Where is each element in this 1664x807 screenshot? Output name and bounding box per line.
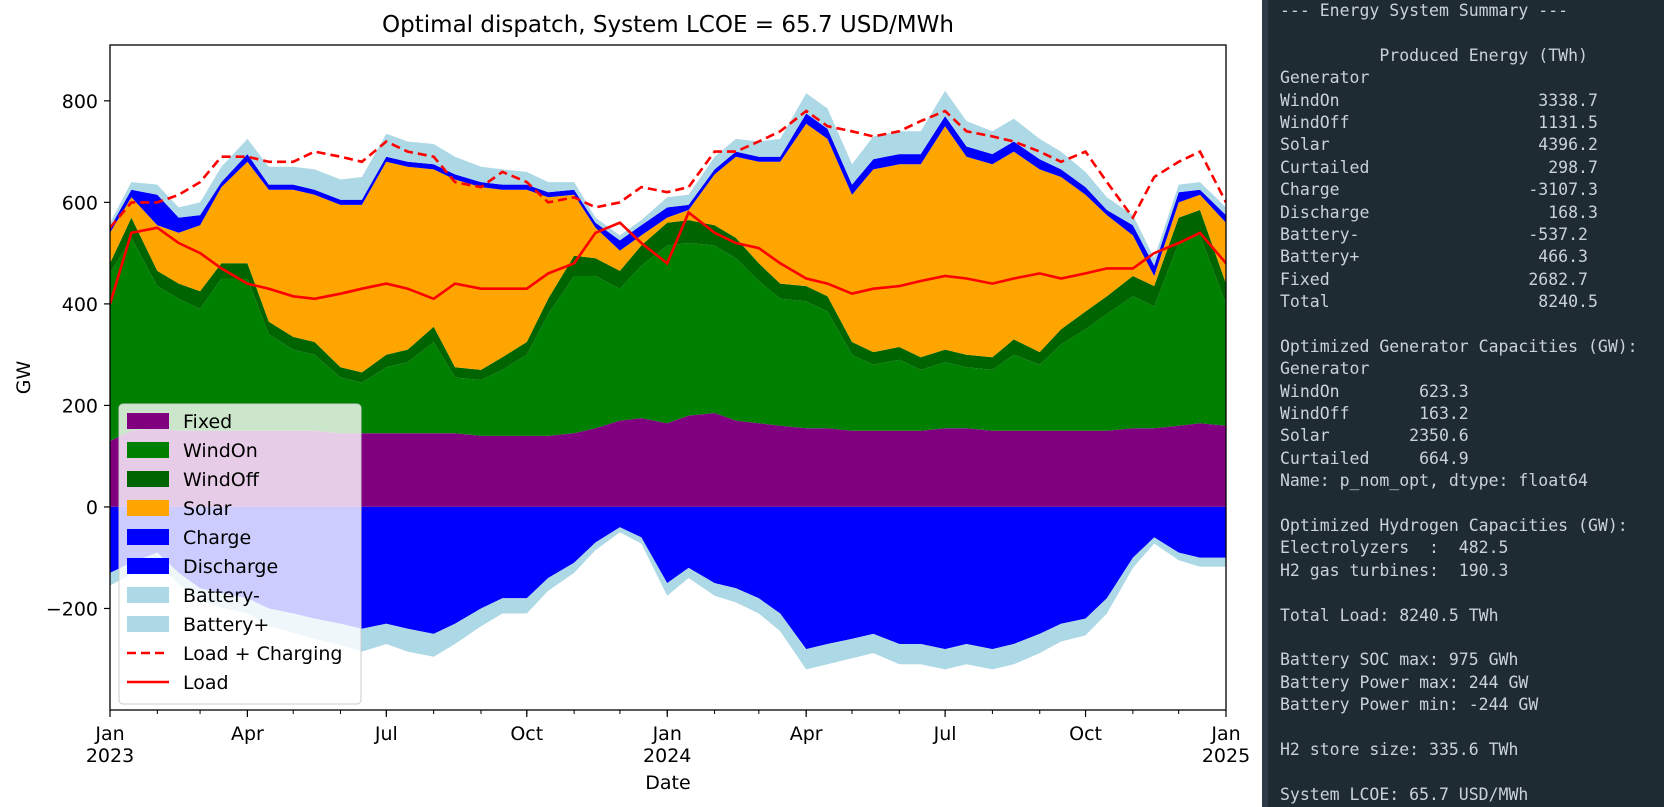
legend-box	[118, 403, 362, 705]
x-tick-label: Jan	[1210, 723, 1240, 745]
terminal-line: WindOff 1131.5	[1280, 112, 1598, 132]
area-windon	[110, 235, 1226, 441]
line-load	[110, 210, 1226, 305]
legend-label: Charge	[183, 527, 251, 549]
terminal-line: Optimized Generator Capacities (GW):	[1280, 336, 1638, 356]
area-fixed	[110, 413, 1226, 507]
area-battery-	[110, 527, 1226, 670]
y-tick-label: 600	[62, 192, 98, 214]
legend-label: Fixed	[183, 411, 232, 433]
terminal-line: --- Energy System Summary ---	[1280, 1, 1569, 20]
x-axis-label: Date	[645, 772, 690, 794]
legend-swatch	[127, 558, 169, 574]
terminal-line: Total Load: 8240.5 TWh	[1280, 605, 1499, 625]
terminal-line: Electrolyzers : 482.5	[1280, 538, 1509, 558]
terminal-line: Generator	[1280, 359, 1370, 379]
y-tick-label: 0	[86, 497, 98, 519]
terminal-line: WindOn 623.3	[1280, 381, 1469, 401]
terminal-line: Curtailed 664.9	[1280, 448, 1469, 468]
legend-label: Load + Charging	[183, 643, 342, 665]
x-tick-label: Oct	[1069, 723, 1102, 745]
x-tick-label: Apr	[790, 723, 823, 745]
terminal-line: Produced Energy (TWh)	[1280, 45, 1588, 65]
legend-label: Battery+	[183, 614, 269, 636]
plot-panel: −200 0 200 400 600 800 Jan 2023 Apr Jul Oct Jan 2024…	[13, 12, 1251, 794]
terminal-line: Battery Power max: 244 GW	[1280, 672, 1529, 692]
axes-frame	[109, 44, 1227, 711]
terminal-line	[1280, 717, 1638, 739]
legend-label: Load	[183, 672, 229, 694]
x-tick-label: Jul	[374, 723, 398, 745]
legend-label: Discharge	[183, 556, 278, 578]
legend-label: Solar	[183, 498, 232, 520]
terminal-line: Curtailed 298.7	[1280, 157, 1598, 177]
terminal-line: Discharge 168.3	[1280, 202, 1598, 222]
chart-title: Optimal dispatch, System LCOE = 65.7 USD…	[382, 12, 954, 38]
legend-swatch	[127, 413, 169, 429]
area-solar	[110, 123, 1226, 373]
terminal-line	[1280, 582, 1638, 604]
area-battery-	[110, 90, 1226, 266]
terminal-line: Battery SOC max: 975 GWh	[1280, 650, 1519, 670]
terminal-line: WindOn 3338.7	[1280, 90, 1598, 110]
y-tick-label: 200	[62, 395, 98, 417]
area-windoff	[110, 210, 1226, 383]
terminal-line: Generator	[1280, 68, 1370, 88]
terminal-line: Fixed 2682.7	[1280, 269, 1588, 289]
terminal-line: Total 8240.5	[1280, 292, 1598, 312]
y-axis-label: GW	[13, 361, 35, 395]
legend-swatch	[127, 500, 169, 516]
terminal-line	[1280, 761, 1638, 783]
terminal-output: --- Energy System Summary --- Produced E…	[1280, 0, 1638, 806]
terminal-line: Optimized Hydrogen Capacities (GW):	[1280, 515, 1628, 535]
legend-label: WindOn	[183, 440, 258, 462]
terminal-line	[1280, 22, 1638, 44]
terminal-line	[1280, 627, 1638, 649]
terminal-line: H2 gas turbines: 190.3	[1280, 560, 1509, 580]
terminal-line: Charge -3107.3	[1280, 180, 1598, 200]
terminal-line: WindOff 163.2	[1280, 404, 1469, 424]
x-tick-label: Jan	[652, 723, 682, 745]
terminal-line: Battery Power min: -244 GW	[1280, 695, 1539, 715]
x-tick-year-label: 2025	[1202, 745, 1250, 767]
x-tick-year-label: 2024	[643, 745, 691, 767]
terminal-line: Battery+ 466.3	[1280, 247, 1588, 267]
terminal-line: Name: p_nom_opt, dtype: float64	[1280, 471, 1588, 491]
legend-swatch	[127, 442, 169, 458]
terminal-line	[1280, 313, 1638, 335]
legend-swatch	[127, 471, 169, 487]
y-tick-label: 400	[62, 294, 98, 316]
x-tick-label: Apr	[231, 723, 264, 745]
y-tick-label: −200	[46, 598, 98, 620]
plot-layer	[110, 90, 1226, 670]
terminal-line: Solar 4396.2	[1280, 135, 1598, 155]
legend-swatch	[127, 587, 169, 603]
x-tick-year-label: 2023	[86, 745, 134, 767]
legend-label: WindOff	[183, 469, 260, 491]
x-tick-label: Oct	[510, 723, 543, 745]
legend: Fixed WindOn WindOff Solar Charge Discharge Ba…	[118, 403, 362, 705]
legend-swatch	[127, 529, 169, 545]
terminal-line: H2 store size: 335.6 TWh	[1280, 739, 1519, 759]
terminal-line: System LCOE: 65.7 USD/MWh	[1280, 784, 1529, 804]
y-tick-label: 800	[62, 91, 98, 113]
terminal-line	[1280, 493, 1638, 515]
terminal-line: Solar 2350.6	[1280, 426, 1469, 446]
legend-label: Battery-	[183, 585, 260, 607]
line-load-charging	[110, 109, 1226, 229]
terminal-border	[1262, 0, 1268, 807]
area-charge	[110, 506, 1226, 650]
x-tick-label: Jan	[94, 723, 124, 745]
terminal-panel: --- Energy System Summary --- Produced E…	[1262, 0, 1664, 807]
terminal-line: Battery- -537.2	[1280, 224, 1588, 244]
legend-swatch	[127, 616, 169, 632]
x-tick-label: Jul	[933, 723, 957, 745]
